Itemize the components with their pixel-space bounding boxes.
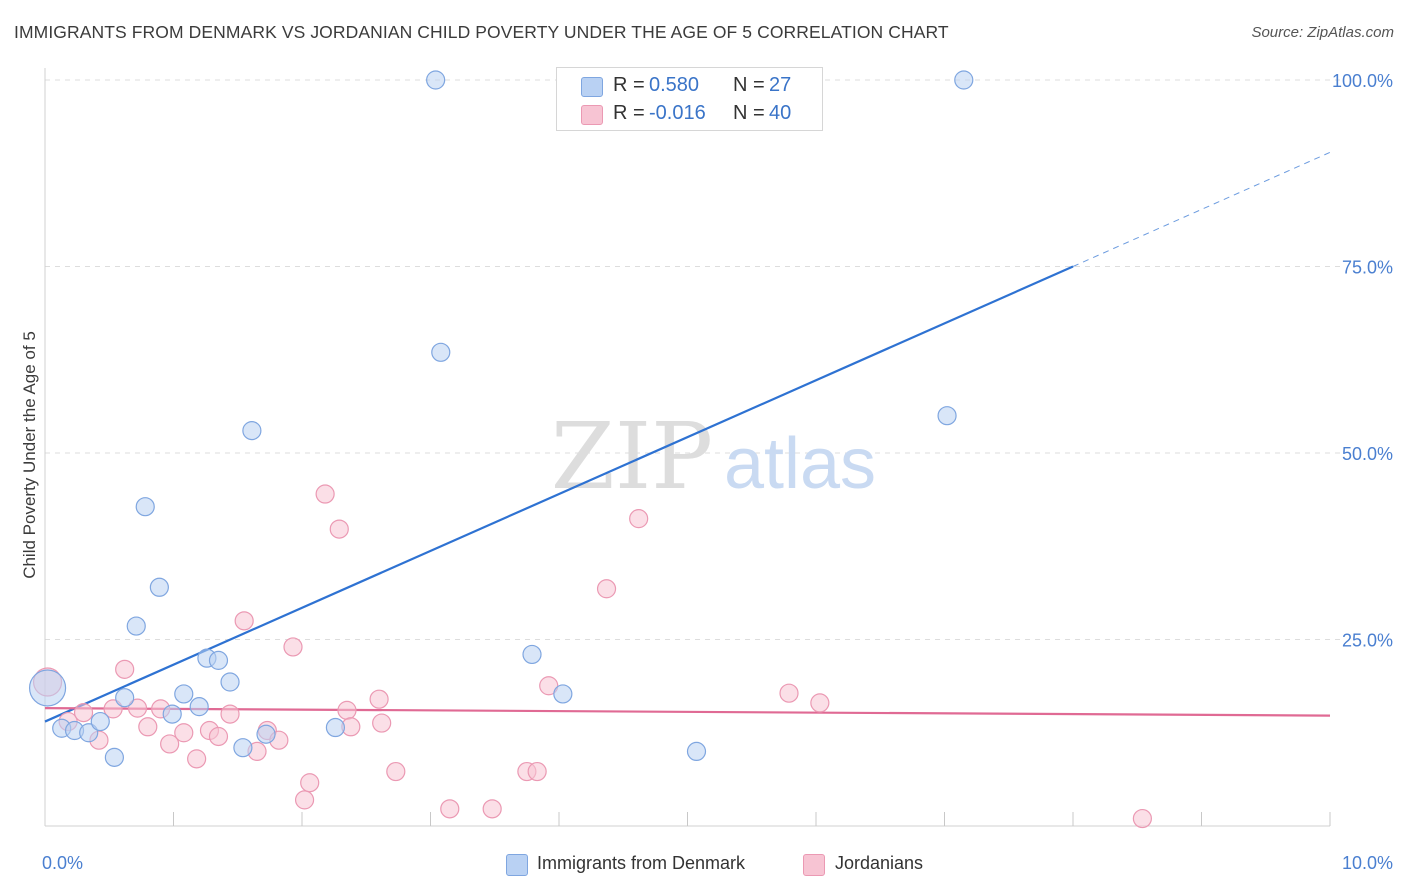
point-jordanians	[138, 717, 158, 737]
point-jordanians	[527, 761, 547, 782]
trend-line-denmark	[44, 265, 1074, 723]
x-tick-label: 0.0%	[42, 853, 83, 873]
point-jordanians	[187, 749, 207, 769]
point-jordanians	[372, 713, 392, 733]
point-denmark	[104, 747, 124, 767]
r-label: R =	[613, 74, 645, 96]
point-jordanians	[596, 579, 617, 599]
point-denmark	[325, 717, 346, 738]
point-jordanians	[73, 703, 94, 723]
point-jordanians	[629, 509, 649, 529]
y-tick-label: 75.0%	[1342, 258, 1393, 278]
point-denmark	[189, 697, 209, 717]
point-denmark	[242, 421, 262, 441]
point-jordanians	[386, 761, 406, 782]
point-jordanians	[234, 611, 254, 631]
r-label: R =	[613, 102, 645, 124]
point-denmark	[126, 616, 146, 636]
trend-line-denmark-extension	[1072, 151, 1331, 267]
y-tick-label: 50.0%	[1342, 444, 1393, 464]
point-denmark	[220, 672, 240, 692]
point-jordanians	[315, 484, 335, 504]
point-denmark	[256, 724, 276, 744]
point-denmark	[174, 684, 194, 704]
point-jordanians	[208, 726, 229, 747]
point-denmark	[208, 650, 229, 670]
point-jordanians	[115, 659, 135, 679]
legend-swatch-blue	[581, 77, 603, 97]
stats-row-denmark: R = 0.580 N = 27	[557, 71, 822, 101]
point-denmark	[28, 669, 67, 707]
n-value: 40	[769, 102, 792, 124]
point-denmark	[522, 644, 542, 665]
n-label: N =	[733, 102, 765, 124]
point-denmark	[426, 70, 446, 90]
point-denmark	[79, 723, 99, 743]
r-value: 0.580	[649, 74, 700, 96]
trend-line-jordanians	[44, 707, 1331, 717]
point-denmark	[90, 711, 110, 732]
point-jordanians	[810, 693, 830, 713]
point-denmark	[553, 684, 573, 704]
point-jordanians	[103, 699, 123, 719]
y-tick-label: 100.0%	[1332, 71, 1393, 91]
point-jordanians	[337, 700, 357, 720]
data-points	[28, 70, 1152, 829]
point-jordanians	[160, 734, 180, 754]
point-jordanians	[482, 799, 502, 819]
point-jordanians	[440, 799, 460, 819]
grid-lines	[45, 79, 1340, 640]
point-jordanians	[294, 790, 315, 810]
legend-label-jordanians: Jordanians	[835, 853, 924, 873]
tick-labels: 25.0% 50.0% 75.0% 100.0% 0.0% 10.0%	[42, 71, 1393, 873]
legend-label-denmark: Immigrants from Denmark	[537, 853, 746, 873]
point-denmark	[149, 577, 169, 597]
series-legend: Immigrants from Denmark Jordanians	[0, 851, 1406, 879]
point-jordanians	[1132, 808, 1152, 829]
point-denmark	[686, 741, 707, 762]
point-denmark	[233, 738, 253, 758]
stats-legend: R = 0.580 N = 27 R = -0.016 N = 40	[556, 67, 823, 131]
n-value: 27	[769, 74, 792, 96]
point-denmark	[431, 342, 451, 362]
legend-swatch-jordanians	[803, 854, 825, 876]
point-jordanians	[329, 519, 349, 539]
point-denmark	[937, 406, 957, 426]
point-jordanians	[174, 723, 194, 743]
point-jordanians	[539, 676, 559, 696]
point-denmark	[162, 704, 182, 724]
point-denmark	[115, 688, 135, 708]
point-jordanians	[779, 683, 799, 703]
y-tick-label: 25.0%	[1342, 631, 1393, 651]
point-jordanians	[300, 773, 320, 793]
legend-swatch-denmark	[506, 854, 528, 876]
trend-lines	[44, 151, 1331, 723]
point-jordanians	[283, 637, 303, 657]
watermark: ZIP atlas	[551, 403, 876, 510]
point-jordanians	[127, 698, 148, 718]
r-value: -0.016	[649, 102, 706, 124]
x-tick-label: 10.0%	[1342, 853, 1393, 873]
point-jordanians	[369, 689, 389, 709]
chart-title: IMMIGRANTS FROM DENMARK VS JORDANIAN CHI…	[14, 22, 949, 42]
watermark-zip: ZIP	[551, 403, 713, 510]
source-label: Source: ZipAtlas.com	[1251, 24, 1394, 41]
n-label: N =	[733, 74, 765, 96]
stats-row-jordanians: R = -0.016 N = 40	[557, 99, 822, 129]
legend-swatch-pink	[581, 105, 603, 125]
point-denmark	[954, 70, 974, 90]
point-jordanians	[220, 704, 240, 724]
point-denmark	[135, 497, 155, 517]
watermark-atlas: atlas	[724, 424, 876, 504]
